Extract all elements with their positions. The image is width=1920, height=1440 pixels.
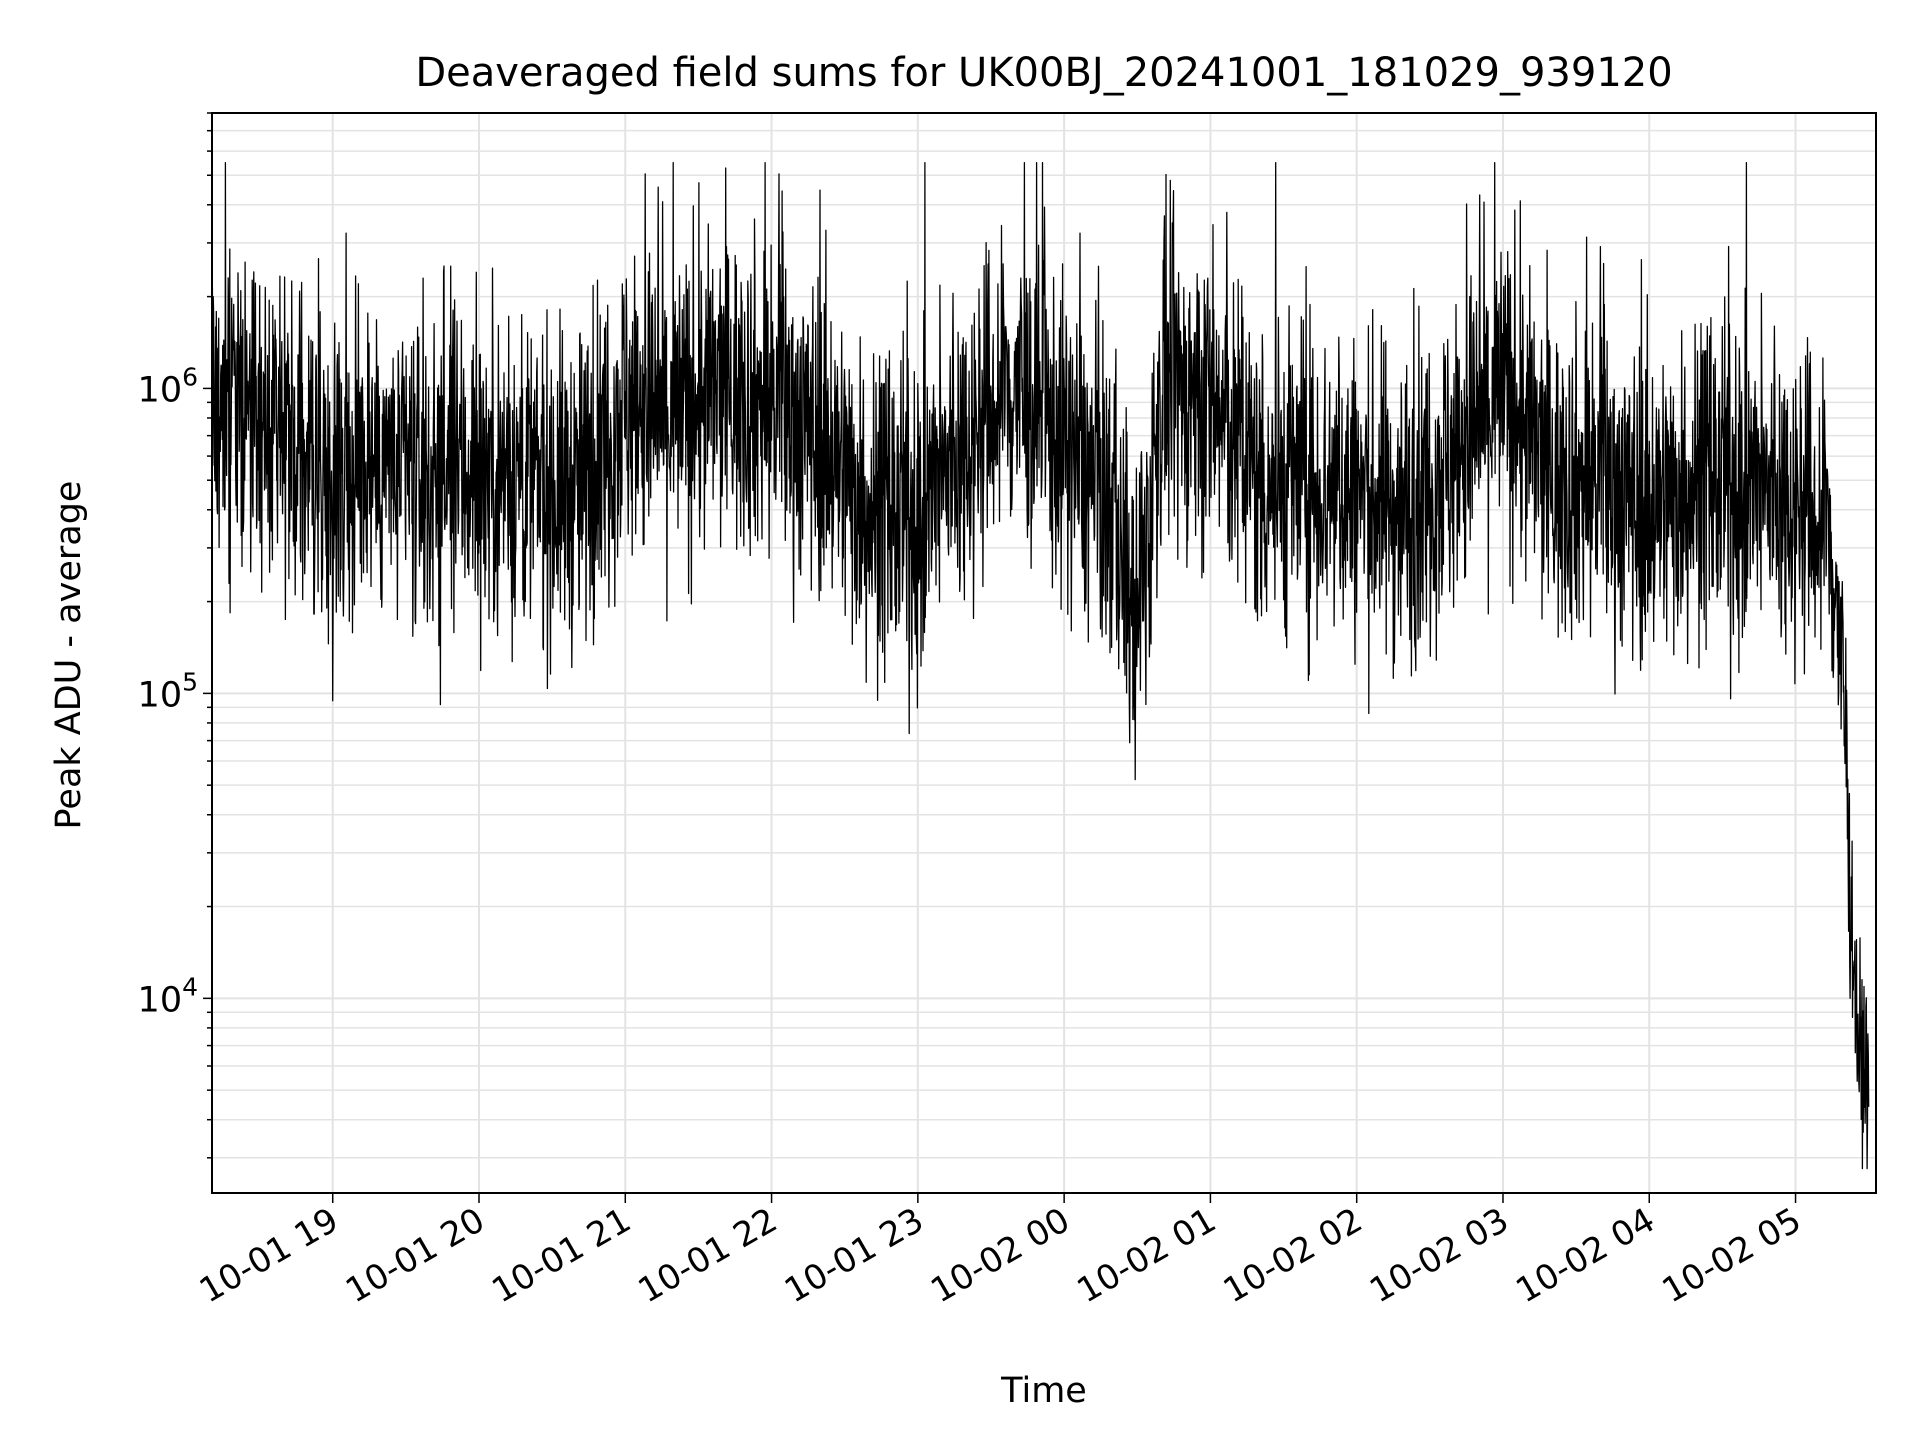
y-tick-label: 106 [138, 362, 198, 410]
series-line [211, 162, 1870, 1170]
x-tick-label: 10-02 02 [1217, 1200, 1369, 1311]
x-tick-label: 10-02 00 [924, 1200, 1076, 1311]
y-axis: 104 105 106 [138, 112, 212, 1159]
y-tick-label: 104 [138, 972, 198, 1020]
x-tick-label: 10-01 23 [778, 1200, 930, 1311]
x-tick-label: 10-01 20 [339, 1200, 491, 1311]
x-tick-label: 10-02 01 [1071, 1200, 1223, 1311]
x-tick-label: 10-01 22 [632, 1200, 784, 1311]
x-tick-label: 10-01 19 [193, 1200, 345, 1311]
x-tick-label: 10-02 03 [1363, 1200, 1515, 1311]
x-tick-label: 10-02 04 [1509, 1200, 1661, 1311]
chart-title: Deaveraged field sums for UK00BJ_2024100… [415, 50, 1672, 96]
series-layer [211, 162, 1870, 1170]
y-tick-label: 105 [138, 667, 198, 715]
x-tick-label: 10-02 05 [1656, 1200, 1808, 1311]
x-tick-label: 10-01 21 [485, 1200, 637, 1311]
plot-frame [211, 112, 1877, 1194]
x-axis-label: Time [1000, 1371, 1087, 1411]
y-axis-label: Peak ADU - average [49, 481, 89, 830]
